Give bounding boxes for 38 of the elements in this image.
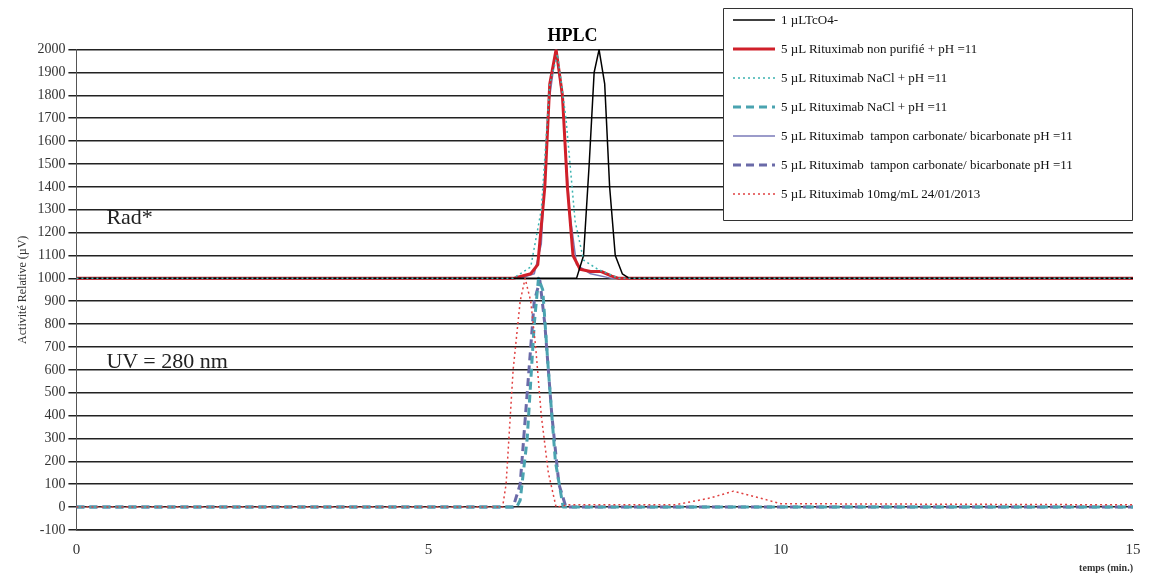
y-tick-label: 1700 <box>37 109 66 125</box>
y-tick-label: 1200 <box>37 224 66 240</box>
x-tick-label: 10 <box>773 540 789 557</box>
y-tick-label: 1500 <box>37 155 66 171</box>
y-tick-label: 1100 <box>37 247 66 263</box>
legend-label: 5 µL Rituximab NaCl + pH =11 <box>781 99 948 114</box>
y-tick-label: 2000 <box>37 41 66 57</box>
chart-title: HPLC <box>547 25 598 46</box>
x-tick-label: 5 <box>424 540 433 557</box>
y-tick-label: 100 <box>44 475 66 491</box>
y-tick-label: 1000 <box>37 270 66 286</box>
y-tick-label: 300 <box>44 430 66 446</box>
y-tick-label: 200 <box>44 453 66 469</box>
y-tick-label: 1300 <box>37 201 66 217</box>
legend-label: 5 µL Rituximab tampon carbonate/ bicarbonate pH =11 <box>781 157 1073 172</box>
legend-label: 1 µLTcO4- <box>781 12 839 27</box>
y-tick-label: 600 <box>44 361 66 377</box>
y-tick-label: 0 <box>58 498 66 514</box>
x-tick-label: 0 <box>72 540 81 557</box>
legend-label: 5 µL Rituximab tampon carbonate/ bicarbonate pH =11 <box>781 128 1073 143</box>
y-tick-label: 900 <box>44 292 66 308</box>
legend-label: 5 µL Rituximab non purifié + pH =11 <box>781 41 978 56</box>
y-tick-label: 1400 <box>37 178 66 194</box>
legend-label: 5 µL Rituximab NaCl + pH =11 <box>781 70 948 85</box>
y-tick-label: 700 <box>44 338 66 354</box>
y-tick-label: 800 <box>44 315 66 331</box>
y-axis-title: Activité Relative (µV) <box>15 235 30 344</box>
x-tick-label: 15 <box>1125 540 1141 557</box>
y-tick-label: 1600 <box>37 132 66 148</box>
y-tick-label: 500 <box>44 384 66 400</box>
annotation: UV = 280 nm <box>106 347 228 373</box>
legend-label: 5 µL Rituximab 10mg/mL 24/01/2013 <box>781 186 981 201</box>
y-tick-label: -100 <box>39 521 66 537</box>
y-tick-label: 1800 <box>37 87 66 103</box>
x-axis-title: temps (min.) <box>1079 561 1133 574</box>
annotation: Rad* <box>106 203 153 229</box>
y-tick-label: 1900 <box>37 64 66 80</box>
y-tick-label: 400 <box>44 407 66 423</box>
